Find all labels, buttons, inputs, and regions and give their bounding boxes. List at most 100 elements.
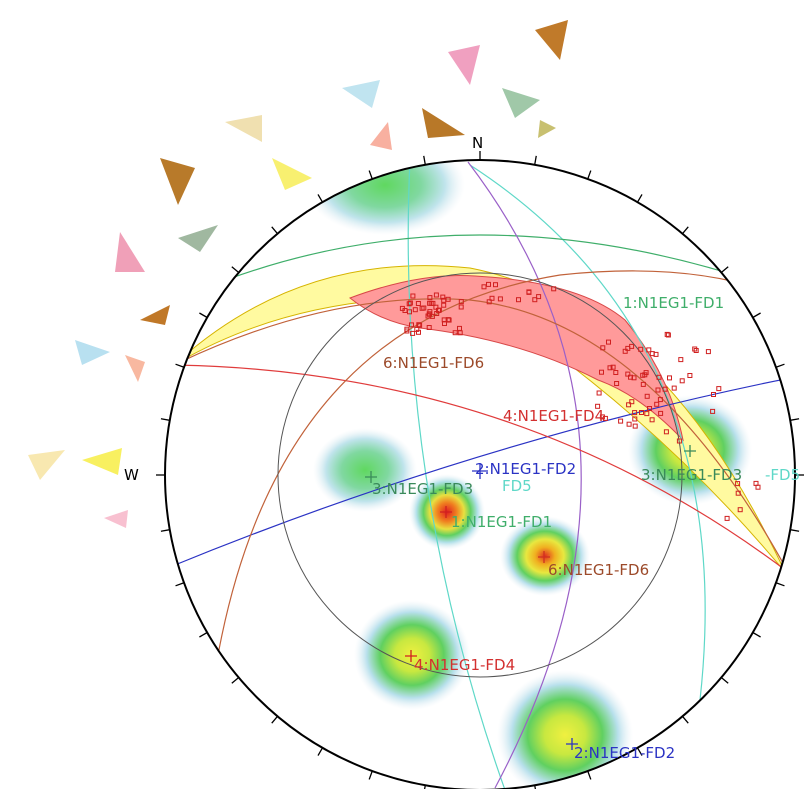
tick-mark (175, 582, 185, 587)
tick-mark (636, 747, 643, 756)
tick-mark (775, 582, 785, 587)
pole-point (679, 378, 685, 384)
pole-point (632, 423, 638, 429)
pole-point (551, 286, 557, 292)
set-labels: 1:N1EG1-FD1 6:N1EG1-FD6 4:N1EG1-FD4 2:N1… (372, 294, 800, 762)
pole-point (642, 372, 648, 378)
pole-point (640, 381, 646, 387)
pole-point (716, 386, 722, 392)
pole-point (419, 305, 425, 311)
tick-mark (587, 170, 592, 180)
north-label: N (472, 134, 483, 152)
pole-point (664, 331, 670, 337)
pole-point (426, 325, 432, 330)
pole-point (665, 332, 671, 338)
pole-point (436, 307, 442, 313)
tick-mark (720, 266, 729, 274)
pole-point (497, 296, 503, 302)
pole-point (410, 293, 416, 299)
tick-mark (752, 312, 761, 319)
tick-mark (368, 170, 373, 180)
pole-point (452, 330, 458, 336)
inner-circle (277, 272, 683, 678)
fd2-pole-label: 2:N1EG1-FD2 (574, 744, 675, 762)
fd3-plane-label: 3:N1EG1-FD3 (641, 466, 742, 484)
fd2-plane-label: 2:N1EG1-FD2 (475, 460, 576, 478)
fd6-density (500, 516, 590, 596)
pole-point (410, 330, 416, 336)
triangle-shape (370, 122, 392, 150)
pole-point (409, 322, 414, 328)
pole-point (404, 328, 410, 334)
pole-point (614, 381, 620, 386)
fd6-pole-marker (538, 551, 550, 563)
tick-mark (317, 747, 324, 756)
pole-point (662, 386, 668, 392)
pole-point (632, 416, 638, 422)
pole-point (433, 304, 439, 310)
fd6-great-circle (217, 270, 791, 656)
pole-point (406, 301, 412, 307)
fd3-pole-label: 3:N1EG1-FD3 (372, 480, 473, 498)
fd3-east-pole-marker (684, 445, 696, 457)
pole-point (663, 429, 669, 435)
tick-mark (681, 226, 689, 235)
fd2-pole-marker (566, 738, 578, 750)
triangle-shape (75, 340, 110, 365)
tick-mark (231, 266, 240, 274)
pole-point (486, 299, 492, 305)
fd2-density (497, 670, 633, 789)
pole-point (649, 351, 655, 357)
fd4-density (354, 600, 470, 710)
pole-point (735, 490, 741, 496)
pole-point (710, 408, 716, 414)
tick-mark (720, 676, 729, 684)
triangle-shape (82, 448, 122, 475)
pole-point (644, 393, 650, 399)
pole-point (639, 410, 644, 415)
pole-point (657, 397, 663, 403)
pole-point (638, 346, 644, 352)
pole-point (434, 311, 440, 316)
pole-point (735, 481, 741, 487)
pole-point (536, 294, 542, 300)
tick-mark (790, 418, 800, 421)
pole-point (458, 299, 464, 305)
west-label: W (124, 466, 139, 484)
tick-mark (790, 529, 800, 532)
pole-point (724, 515, 730, 521)
pole-point (654, 401, 660, 407)
pole-point (610, 364, 616, 370)
triangle-shape (28, 450, 65, 480)
pole-point (705, 349, 711, 355)
red-zone (348, 275, 684, 442)
triangle-shape (502, 88, 540, 118)
pole-point (428, 300, 434, 306)
pole-point (445, 296, 451, 302)
pole-point (693, 348, 699, 353)
tick-mark (199, 312, 208, 319)
fd2-blue-line (169, 376, 795, 568)
pole-point (442, 321, 447, 326)
pole-point (618, 418, 624, 424)
pole-point (631, 375, 637, 381)
pole-point (629, 399, 635, 405)
tick-mark (271, 226, 279, 235)
pole-point (671, 385, 677, 391)
degree-ticks (156, 151, 804, 789)
pole-point (607, 365, 613, 371)
pole-point (602, 415, 608, 421)
pole-point (676, 438, 682, 444)
fd6-plane-label: 6:N1EG1-FD6 (383, 354, 484, 372)
great-circles (169, 160, 795, 789)
pole-point (440, 294, 446, 300)
tick-mark (534, 785, 537, 789)
pole-point (407, 300, 413, 306)
fd3-density (313, 428, 417, 512)
triangle-shape (115, 232, 145, 272)
tick-mark (271, 715, 279, 724)
pole-point (489, 295, 495, 301)
triangle-shape (125, 355, 145, 382)
pole-point (625, 345, 631, 351)
